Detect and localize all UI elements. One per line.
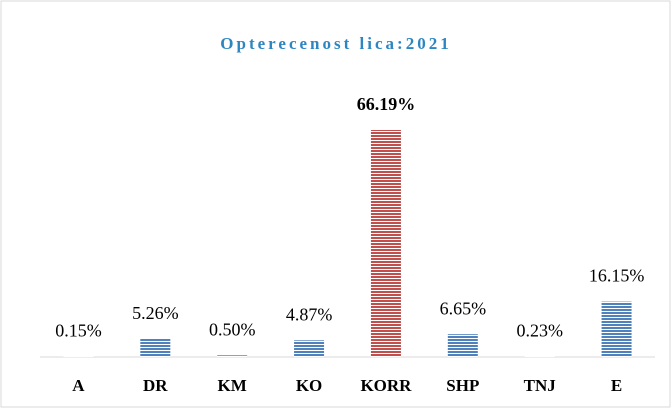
value-label: 4.87% [286, 304, 333, 324]
x-tick-label: KORR [360, 376, 412, 395]
bar [447, 334, 478, 357]
x-tick-label: TNJ [524, 376, 557, 395]
bar [294, 340, 325, 357]
bar [140, 338, 171, 357]
x-tick-label: KM [218, 376, 247, 395]
value-label: 5.26% [132, 303, 179, 323]
chart-title: Opterecenost lica:2021 [220, 34, 451, 53]
value-label: 0.15% [55, 321, 102, 341]
x-tick-label: KO [296, 376, 322, 395]
value-label: 0.50% [209, 319, 256, 339]
x-tick-label: E [611, 376, 622, 395]
x-tick-label: DR [143, 376, 168, 395]
value-label: 6.65% [440, 298, 487, 318]
value-label: 66.19% [357, 94, 416, 114]
value-label: 0.23% [516, 320, 563, 340]
bar [524, 356, 555, 357]
bar [217, 355, 248, 357]
bar [370, 130, 401, 357]
bar [601, 301, 632, 357]
x-tick-label: A [72, 376, 85, 395]
bar [63, 356, 94, 357]
x-tick-label: SHP [446, 376, 479, 395]
value-label: 16.15% [589, 266, 645, 286]
